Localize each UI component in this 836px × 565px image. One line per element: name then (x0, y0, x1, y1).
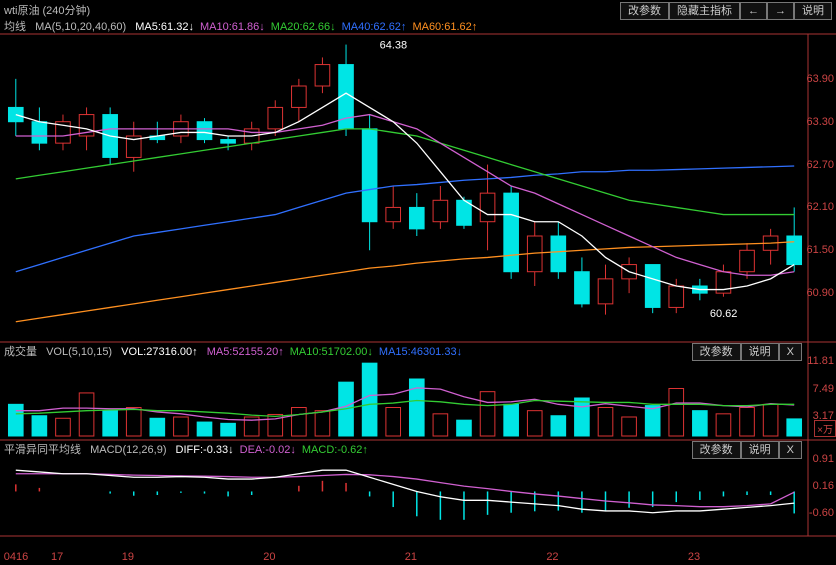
y-tick-label: 61.50 (806, 244, 834, 256)
y-tick-label: -0.60 (809, 507, 834, 519)
svg-text:64.38: 64.38 (380, 40, 408, 52)
y-tick-label: 11.81 (807, 355, 834, 367)
y-tick-label: 62.10 (806, 201, 834, 213)
y-tick-label: 60.90 (806, 287, 834, 299)
y-tick-label: 0.91 (813, 453, 834, 465)
svg-text:60.62: 60.62 (710, 308, 738, 320)
y-tick-label: 0.16 (813, 480, 834, 492)
y-tick-label: 63.90 (806, 73, 834, 85)
y-tick-label: 62.70 (806, 159, 834, 171)
y-tick-label: 7.49 (813, 383, 834, 395)
volume-unit-label: ×万 (814, 420, 836, 437)
chart-canvas: 64.38 60.62 (0, 0, 836, 565)
chart-root: { "layout":{ "width":836,"height":565,"c… (0, 0, 836, 565)
y-tick-label: 63.30 (806, 116, 834, 128)
